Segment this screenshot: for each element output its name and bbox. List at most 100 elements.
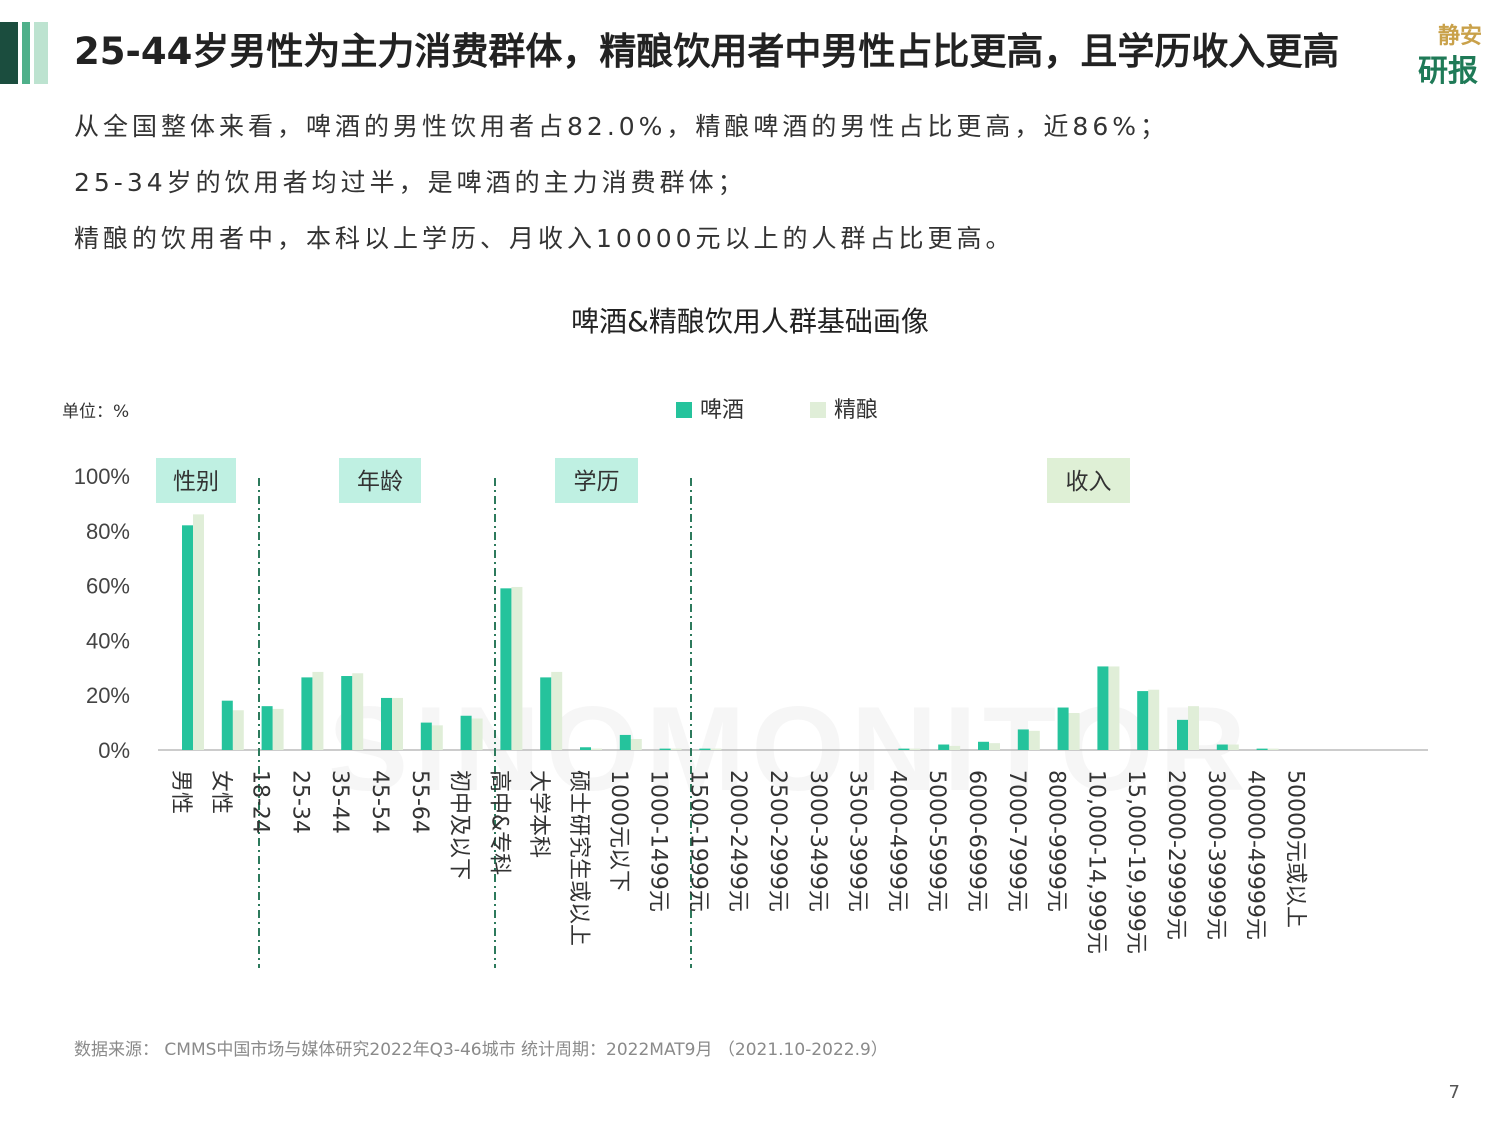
bar-craft (193, 514, 204, 750)
category-label: 4000-4999元 (884, 770, 909, 912)
bar-craft (949, 745, 961, 750)
legend-label-beer: 啤酒 (700, 398, 745, 423)
y-tick-label: 40% (86, 628, 130, 653)
accent-bar-dark (0, 22, 18, 84)
legend-label-craft: 精酿 (834, 398, 879, 423)
bar-craft (272, 708, 284, 750)
title-accent-bars (0, 22, 50, 84)
category-label: 7000-7999元 (1004, 770, 1029, 912)
category-label: 15,000-19,999元 (1123, 770, 1148, 954)
category-label: 6000-6999元 (964, 770, 989, 912)
bar-craft (1188, 706, 1199, 750)
category-label: 18-24 (248, 770, 273, 834)
bar-craft (909, 748, 921, 750)
bar-beer (381, 697, 392, 750)
bar-craft (1148, 689, 1160, 750)
bar-craft (1028, 730, 1040, 750)
category-label: 55-64 (407, 770, 432, 834)
bar-beer (898, 748, 910, 750)
accent-bar-mid (22, 22, 30, 84)
bar-craft (1227, 744, 1239, 750)
summary-text: 从全国整体来看，啤酒的男性饮用者占82.0%，精酿啤酒的男性占比更高，近86%；… (74, 100, 1454, 268)
page-title: 25-44岁男性为主力消费群体，精酿饮用者中男性占比更高，且学历收入更高 (74, 30, 1340, 73)
bar-craft (630, 739, 642, 750)
accent-bar-light (34, 22, 48, 84)
bar-craft (551, 671, 563, 750)
bar-craft (392, 697, 403, 750)
legend-swatch-craft (810, 402, 826, 418)
bar-craft (1068, 713, 1080, 750)
bar-beer (1097, 666, 1109, 750)
bar-craft (431, 725, 443, 750)
bar-craft (1267, 748, 1279, 750)
bar-craft (352, 673, 364, 750)
category-label: 50000元或以上 (1282, 770, 1307, 928)
bar-beer (1216, 744, 1228, 750)
category-label: 8000-9999元 (1044, 770, 1069, 912)
group-label: 年龄 (357, 469, 403, 495)
page-number: 7 (1448, 1082, 1460, 1103)
summary-line: 25-34岁的饮用者均过半，是啤酒的主力消费群体； (74, 168, 747, 197)
unit-label: 单位：% (62, 402, 130, 422)
summary-line: 精酿的饮用者中，本科以上学历、月收入10000元以上的人群占比更高。 (74, 224, 1015, 253)
bar-beer (540, 677, 552, 750)
bar-beer (500, 588, 512, 750)
chart-title: 啤酒&精酿饮用人群基础画像 (571, 305, 929, 338)
bar-beer (1137, 691, 1149, 750)
category-label: 30000-39999元 (1203, 770, 1228, 940)
data-source-note: 数据来源： CMMS中国市场与媒体研究2022年Q3-46城市 统计周期：202… (74, 1040, 888, 1060)
y-tick-label: 20% (86, 683, 130, 708)
bar-beer (619, 734, 631, 750)
bar-beer (221, 700, 233, 750)
category-label: 女性 (208, 770, 233, 814)
category-label: 3000-3499元 (805, 770, 830, 912)
category-label: 25-34 (287, 770, 312, 834)
bar-beer (1017, 729, 1029, 750)
bar-craft (232, 710, 244, 750)
bar-craft (591, 748, 602, 750)
bar-beer (1057, 707, 1069, 750)
legend-item-craft: 精酿 (810, 392, 878, 424)
group-label-box (339, 458, 421, 503)
logo-text-bottom: 研报 (1418, 54, 1478, 89)
bar-beer (938, 744, 950, 750)
bar-beer (420, 722, 432, 750)
category-label: 2500-2999元 (765, 770, 790, 912)
y-tick-label: 60% (86, 574, 130, 599)
category-label: 20000-29999元 (1163, 770, 1188, 940)
bar-craft (312, 671, 324, 750)
category-label: 40000-49999元 (1243, 770, 1268, 940)
category-label: 大学本科 (526, 770, 551, 858)
bar-beer (659, 748, 671, 750)
group-label-box (156, 458, 236, 503)
legend-swatch-beer (676, 402, 692, 418)
summary-line: 从全国整体来看，啤酒的男性饮用者占82.0%，精酿啤酒的男性占比更高，近86%； (74, 112, 1169, 141)
bar-craft (511, 586, 523, 750)
category-label: 35-44 (327, 770, 352, 834)
bar-beer (699, 748, 711, 750)
group-label-box (1047, 458, 1130, 503)
bar-beer (1177, 719, 1188, 750)
category-label: 10,000-14,999元 (1083, 770, 1108, 954)
category-label: 初中及以下 (447, 770, 472, 880)
legend-item-beer: 啤酒 (676, 392, 744, 424)
y-tick-label: 80% (86, 519, 130, 544)
category-label: 男性 (168, 770, 193, 814)
group-label-box (555, 458, 638, 503)
category-label: 1000元以下 (606, 770, 631, 892)
category-label: 硕士研究生或以上 (566, 770, 591, 946)
bar-craft (1108, 666, 1120, 750)
bar-beer (261, 706, 273, 750)
group-label: 收入 (1066, 469, 1112, 495)
bar-beer (182, 525, 193, 750)
bar-craft (989, 743, 1000, 750)
bar-craft (471, 718, 483, 750)
bar-beer (301, 677, 313, 750)
group-label: 性别 (173, 469, 219, 495)
category-label: 高中&专科 (486, 770, 511, 875)
category-label: 1500-1999元 (685, 770, 710, 912)
logo-text-top: 静安 (1437, 24, 1482, 49)
category-label: 1000-1499元 (646, 770, 671, 912)
bar-beer (580, 747, 591, 750)
